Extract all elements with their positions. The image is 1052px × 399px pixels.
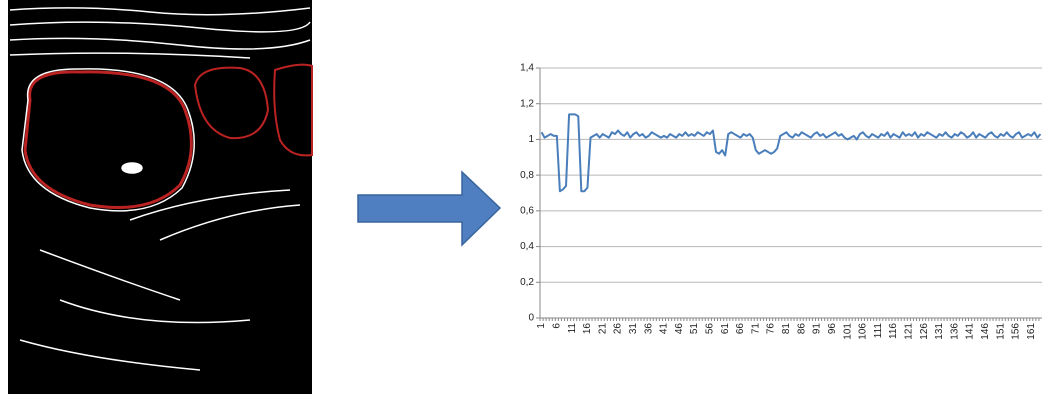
x-tick-label: 156	[1011, 323, 1022, 340]
x-tick-label: 31	[628, 323, 639, 335]
x-tick-label: 76	[766, 323, 777, 335]
x-tick-label: 61	[720, 323, 731, 335]
y-tick-label: 1	[528, 134, 534, 145]
x-tick-label: 51	[689, 323, 700, 335]
y-tick-label: 0	[528, 313, 534, 324]
y-tick-label: 1,4	[520, 63, 534, 74]
x-tick-label: 141	[965, 323, 976, 340]
x-tick-label: 106	[858, 323, 869, 340]
x-tick-label: 81	[781, 323, 792, 335]
x-tick-label: 1	[536, 323, 547, 329]
x-tick-label: 116	[888, 323, 899, 339]
x-tick-label: 131	[934, 323, 945, 340]
x-tick-label: 121	[903, 323, 914, 340]
edge-image	[8, 0, 312, 394]
x-tick-label: 126	[919, 323, 930, 340]
y-tick-label: 0,2	[520, 277, 534, 288]
x-tick-label: 66	[735, 323, 746, 335]
x-tick-label: 96	[827, 323, 838, 335]
x-tick-label: 16	[582, 323, 593, 335]
x-tick-label: 26	[613, 323, 624, 335]
x-tick-label: 11	[567, 323, 578, 334]
data-line	[542, 114, 1041, 191]
y-tick-label: 0,4	[520, 241, 534, 252]
x-tick-label: 41	[659, 323, 670, 335]
y-tick-label: 1,2	[520, 98, 534, 109]
x-tick-label: 56	[705, 323, 716, 335]
x-tick-label: 21	[597, 323, 608, 335]
y-tick-label: 0,6	[520, 205, 534, 216]
page: 00,20,40,60,811,21,416111621263136414651…	[0, 0, 1052, 399]
x-tick-label: 91	[812, 323, 823, 335]
arrow	[358, 172, 500, 245]
x-tick-label: 136	[949, 323, 960, 340]
x-tick-label: 86	[796, 323, 807, 335]
x-tick-label: 71	[750, 323, 761, 335]
x-tick-label: 146	[980, 323, 991, 340]
x-tick-label: 6	[551, 323, 562, 329]
x-tick-label: 101	[842, 323, 853, 340]
x-tick-label: 161	[1026, 323, 1037, 340]
x-tick-label: 36	[643, 323, 654, 335]
image-background	[8, 0, 312, 394]
x-tick-label: 111	[873, 323, 884, 339]
x-tick-label: 46	[674, 323, 685, 335]
y-tick-label: 0,8	[520, 170, 534, 181]
figure: 00,20,40,60,811,21,416111621263136414651…	[0, 0, 1052, 394]
x-tick-label: 151	[995, 323, 1006, 340]
